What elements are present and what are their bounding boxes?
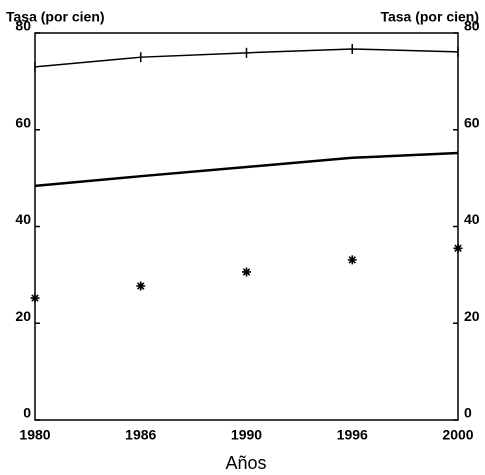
- x-tick-label: 1986: [125, 427, 156, 443]
- x-tick-label: 2000: [442, 427, 473, 443]
- marker-star: [242, 267, 251, 277]
- series-line: [34, 151, 459, 188]
- y-tick-label: 40: [15, 211, 31, 227]
- y-axis-label: Tasa (por cien): [6, 9, 105, 25]
- x-tick-label: 1996: [337, 427, 368, 443]
- y2-axis-label: Tasa (por cien): [380, 9, 479, 25]
- x-tick-label: 1980: [19, 427, 50, 443]
- y-tick-label: 80: [15, 18, 31, 34]
- y2-tick-label: 60: [464, 114, 480, 130]
- marker-star: [453, 243, 463, 253]
- marker-star: [30, 293, 40, 303]
- y-tick-label: 20: [15, 308, 31, 324]
- plot-frame: [34, 32, 459, 421]
- y2-tick-label: 0: [464, 405, 472, 421]
- y-tick-label: 60: [15, 114, 31, 130]
- y2-tick-label: 40: [464, 211, 480, 227]
- y-tick-label: 0: [23, 405, 31, 421]
- marker-star: [136, 281, 146, 291]
- marker-star: [347, 255, 357, 265]
- y2-tick-label: 80: [464, 18, 480, 34]
- x-axis-label: Años: [225, 453, 266, 473]
- x-tick-label: 1990: [231, 427, 262, 443]
- y2-tick-label: 20: [464, 308, 480, 324]
